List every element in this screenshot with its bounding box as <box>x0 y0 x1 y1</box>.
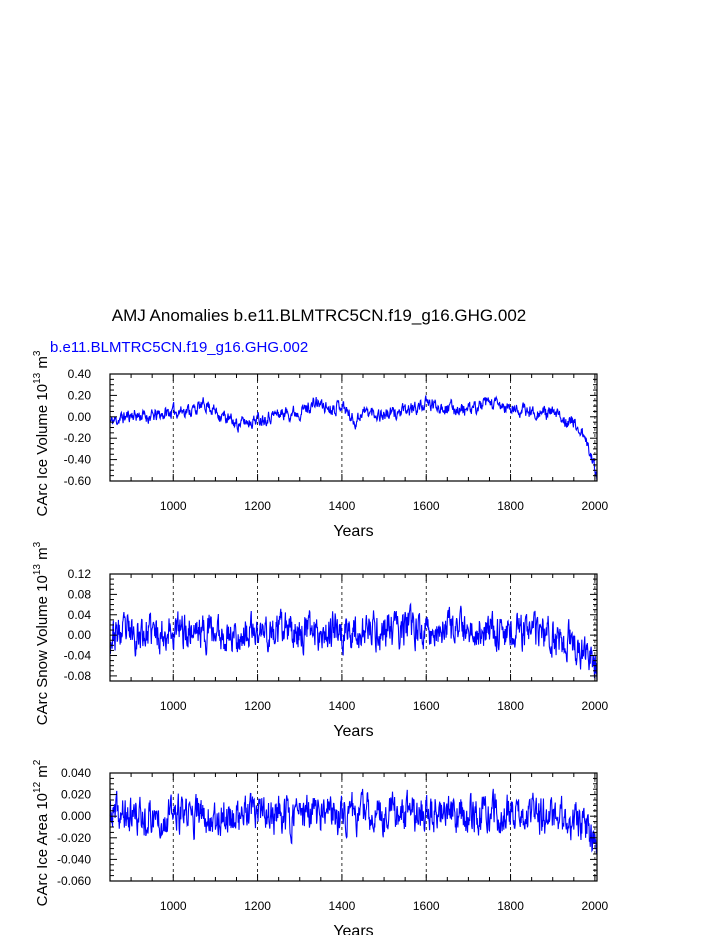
y-tick-label: 0.00 <box>68 628 92 642</box>
y-tick-label: -0.040 <box>57 852 91 866</box>
series-line <box>109 602 598 681</box>
x-tick-label: 1800 <box>497 899 524 913</box>
y-tick-label: -0.060 <box>57 874 91 888</box>
legend-entry: b.e11.BLMTRC5CN.f19_g16.GHG.002 <box>50 339 308 356</box>
plot-frame <box>109 373 598 482</box>
y-tick-label: 0.020 <box>61 788 91 802</box>
x-tick-label: 2000 <box>582 899 609 913</box>
y-tick-label: 0.00 <box>68 410 92 424</box>
x-tick-label: 1800 <box>497 499 524 513</box>
y-tick-label: -0.020 <box>57 831 91 845</box>
x-tick-label: 1200 <box>244 899 271 913</box>
x-tick-label: 1200 <box>244 499 271 513</box>
x-tick-label: 1600 <box>413 499 440 513</box>
y-tick-label: 0.000 <box>61 809 91 823</box>
y-tick-label: 0.20 <box>68 388 92 402</box>
x-tick-label: 1400 <box>329 499 356 513</box>
series-line <box>109 395 598 481</box>
x-tick-label: 1600 <box>413 699 440 713</box>
x-tick-label: 1000 <box>160 499 187 513</box>
x-tick-label: 1000 <box>160 699 187 713</box>
plot-frame <box>109 573 598 682</box>
x-tick-label: 1200 <box>244 699 271 713</box>
x-tick-label: 1400 <box>329 699 356 713</box>
y-tick-label: -0.04 <box>64 649 92 663</box>
x-tick-label: 1800 <box>497 699 524 713</box>
y-tick-label: -0.08 <box>64 669 92 683</box>
y-tick-label: -0.60 <box>64 474 92 488</box>
x-tick-label: 2000 <box>582 499 609 513</box>
x-axis-label: Years <box>333 923 373 935</box>
panel-ice-area: 1000 1200 1400 1600 1800 2000 -0.060 -0.040 -0.0… <box>32 759 609 935</box>
chart-title: AMJ Anomalies b.e11.BLMTRC5CN.f19_g16.GH… <box>112 306 527 325</box>
y-tick-label: 0.040 <box>61 766 91 780</box>
y-tick-label: -0.20 <box>64 431 92 445</box>
x-axis-label: Years <box>333 523 373 540</box>
panel-ice-volume: 1000 1200 1400 1600 1800 2000 -0.60 -0.40 -0.20 0… <box>32 350 609 540</box>
x-tick-label: 1400 <box>329 899 356 913</box>
y-tick-label: 0.12 <box>68 567 92 581</box>
y-axis-label: CArc Snow Volume 1013 m3 <box>32 541 51 725</box>
y-tick-label: 0.08 <box>68 587 92 601</box>
x-tick-label: 1000 <box>160 899 187 913</box>
series-line <box>109 788 598 855</box>
panel-snow-volume: 1000 1200 1400 1600 1800 2000 -0.08 -0.04 0.00 0.… <box>32 541 609 740</box>
y-tick-label: 0.40 <box>68 367 92 381</box>
y-tick-label: -0.40 <box>64 453 92 467</box>
y-axis-label: CArc Ice Area 1012 m2 <box>32 759 51 906</box>
x-tick-label: 1600 <box>413 899 440 913</box>
x-axis-label: Years <box>333 723 373 740</box>
x-tick-label: 2000 <box>582 699 609 713</box>
y-tick-label: 0.04 <box>68 608 92 622</box>
y-axis-label: CArc Ice Volume 1013 m3 <box>32 350 51 516</box>
